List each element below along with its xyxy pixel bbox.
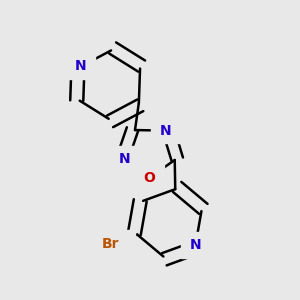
Text: Br: Br <box>102 237 119 251</box>
Text: N: N <box>160 124 172 138</box>
Text: N: N <box>75 59 87 74</box>
Bar <box>67 54 95 79</box>
Text: O: O <box>144 171 155 184</box>
Bar <box>152 118 180 143</box>
Bar <box>111 146 139 172</box>
Bar <box>181 232 210 258</box>
Text: N: N <box>190 238 201 252</box>
Bar <box>86 230 135 258</box>
Text: N: N <box>119 152 131 166</box>
Bar <box>135 165 164 190</box>
